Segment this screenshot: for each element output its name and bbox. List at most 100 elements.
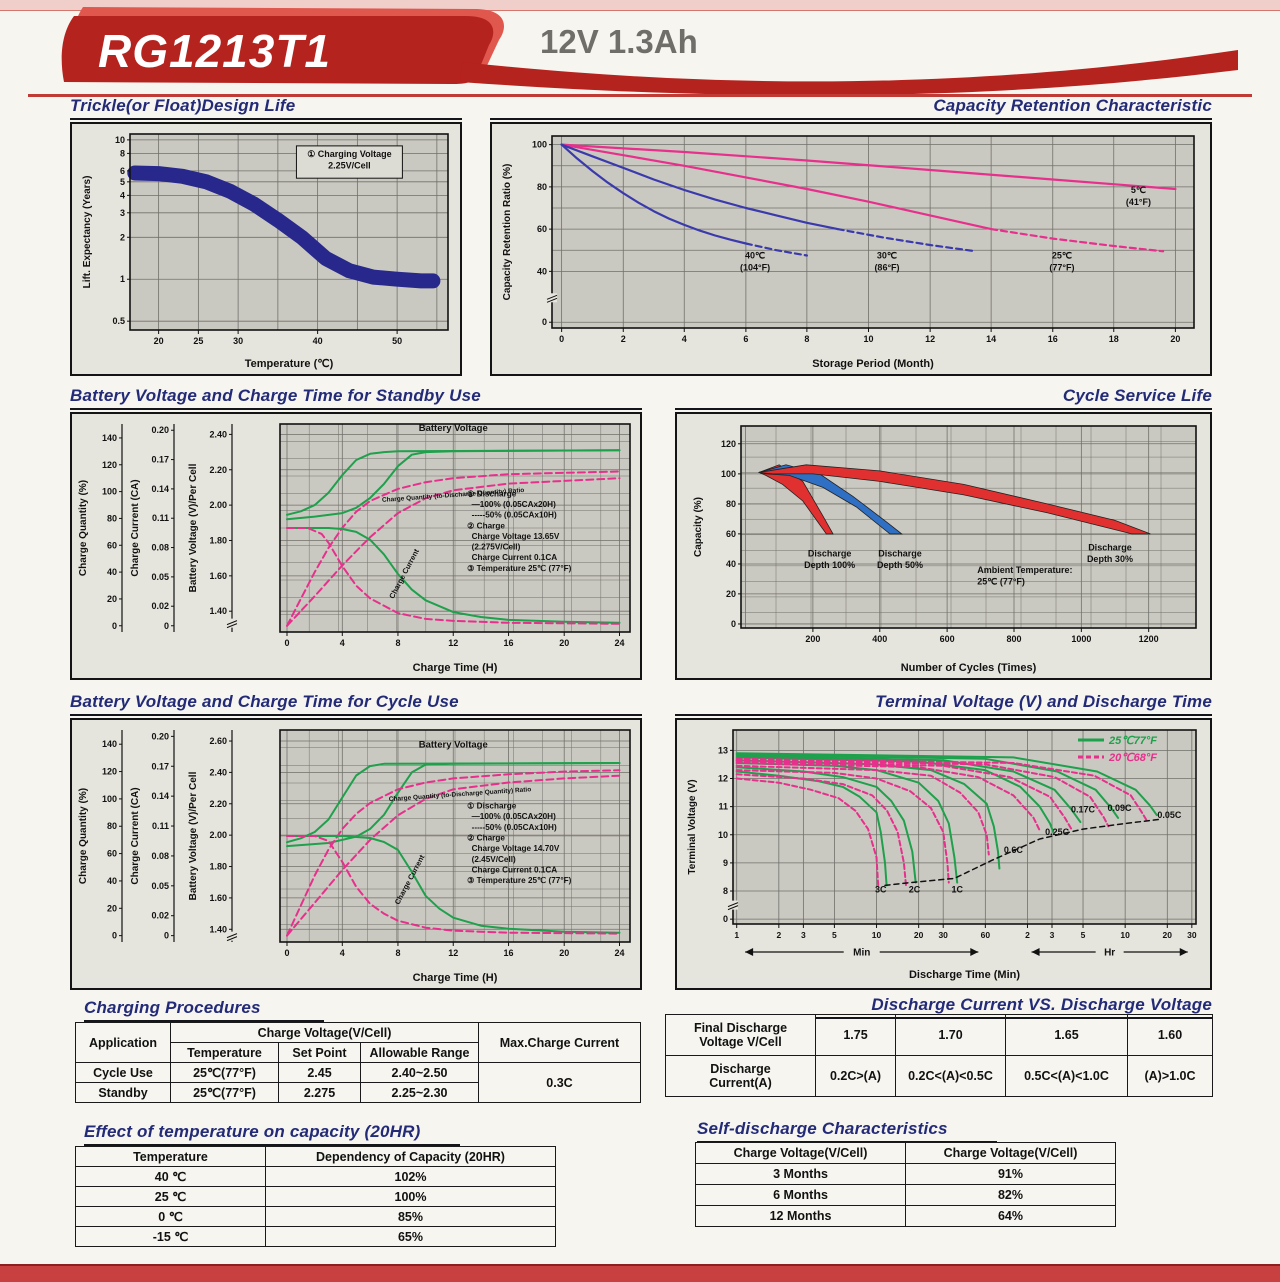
svg-text:1C: 1C [951, 885, 963, 895]
svg-text:0: 0 [112, 931, 117, 941]
rating-title: 12V 1.3Ah [540, 23, 698, 60]
svg-text:3: 3 [1050, 930, 1055, 940]
svg-text:400: 400 [872, 634, 887, 644]
svg-text:Terminal Voltage (V): Terminal Voltage (V) [687, 779, 698, 874]
svg-text:2.60: 2.60 [209, 736, 227, 746]
svg-text:Hr: Hr [1104, 948, 1115, 959]
svg-text:3C: 3C [875, 885, 887, 895]
svg-text:0: 0 [112, 621, 117, 631]
svg-text:1.80: 1.80 [209, 535, 227, 545]
svg-text:40: 40 [313, 336, 323, 346]
svg-text:1200: 1200 [1139, 634, 1159, 644]
temp-capacity-table: Temperature Dependency of Capacity (20HR)… [75, 1146, 556, 1247]
svg-text:80: 80 [726, 499, 736, 509]
svg-text:40: 40 [107, 567, 117, 577]
svg-text:4: 4 [120, 190, 125, 200]
svg-text:20: 20 [154, 336, 164, 346]
svg-text:6: 6 [743, 334, 748, 344]
svg-text:120: 120 [102, 767, 117, 777]
chart-panel-terminal-voltage: 1 2 3 5 10 20 30 60 2 3 5 10 20 30 Discharge Time (Min… [675, 718, 1212, 990]
svg-text:0.02: 0.02 [151, 911, 169, 921]
svg-text:120: 120 [102, 460, 117, 470]
title-trickle: Trickle(or Float)Design Life [70, 96, 462, 120]
svg-text:10: 10 [1120, 930, 1130, 940]
self-discharge-table: Charge Voltage(V/Cell) Charge Voltage(V/C… [695, 1142, 1116, 1227]
svg-text:2: 2 [621, 334, 626, 344]
svg-text:Temperature (℃): Temperature (℃) [245, 358, 334, 370]
svg-text:2: 2 [1025, 930, 1030, 940]
svg-text:3: 3 [801, 930, 806, 940]
title-charging-procedures: Charging Procedures [84, 998, 324, 1022]
svg-text:Battery Voltage (V)/Per Cell: Battery Voltage (V)/Per Cell [188, 463, 199, 592]
svg-text:12: 12 [925, 334, 935, 344]
svg-text:8: 8 [723, 886, 728, 896]
svg-text:12: 12 [718, 774, 728, 784]
svg-text:Lift. Expectancy (Years): Lift. Expectancy (Years) [82, 176, 93, 289]
svg-text:Charge Quantity (%): Charge Quantity (%) [78, 788, 89, 884]
svg-text:0.5: 0.5 [112, 316, 125, 326]
svg-text:20: 20 [559, 638, 569, 648]
svg-text:80: 80 [107, 513, 117, 523]
svg-text:600: 600 [940, 634, 955, 644]
svg-text:100: 100 [532, 140, 547, 150]
svg-text:1: 1 [120, 274, 125, 284]
svg-text:11: 11 [718, 802, 728, 812]
chart-panel-cycle-service-life: 200 400 600 800 1000 1200 Number of Cycles (Ti… [675, 412, 1212, 680]
svg-text:80: 80 [107, 821, 117, 831]
svg-text:0: 0 [731, 619, 736, 629]
svg-text:50: 50 [392, 336, 402, 346]
svg-text:2: 2 [120, 232, 125, 242]
title-standby: Battery Voltage and Charge Time for Stan… [70, 386, 642, 410]
svg-text:24: 24 [614, 638, 624, 648]
svg-text:0: 0 [284, 948, 289, 958]
svg-text:13: 13 [718, 745, 728, 755]
svg-text:Charge Current (CA): Charge Current (CA) [130, 479, 141, 576]
svg-text:4: 4 [682, 334, 687, 344]
svg-text:0.08: 0.08 [151, 851, 169, 861]
charging-procedures-table: Application Charge Voltage(V/Cell) Max.Cha… [75, 1022, 641, 1103]
svg-text:2.20: 2.20 [209, 799, 227, 809]
svg-text:0: 0 [723, 914, 728, 924]
svg-text:12: 12 [448, 948, 458, 958]
svg-text:Min: Min [853, 948, 870, 959]
svg-text:40℃(104°F): 40℃ (104°F) [740, 251, 770, 273]
page-bottom-band [0, 1264, 1280, 1282]
svg-text:0.08: 0.08 [151, 543, 169, 553]
svg-text:14: 14 [986, 334, 996, 344]
svg-text:0: 0 [559, 334, 564, 344]
svg-text:Charge Time (H): Charge Time (H) [413, 972, 498, 984]
svg-text:Number of Cycles (Times): Number of Cycles (Times) [901, 662, 1037, 674]
svg-text:60: 60 [981, 930, 991, 940]
svg-text:100: 100 [102, 487, 117, 497]
svg-text:1.40: 1.40 [209, 924, 227, 934]
svg-text:20: 20 [726, 589, 736, 599]
banner-swoosh [61, 16, 494, 84]
svg-text:9: 9 [723, 858, 728, 868]
svg-text:20: 20 [1163, 930, 1173, 940]
svg-text:30: 30 [233, 336, 243, 346]
svg-text:800: 800 [1006, 634, 1021, 644]
svg-text:0.20: 0.20 [151, 731, 169, 741]
svg-text:80: 80 [537, 182, 547, 192]
svg-text:0: 0 [542, 317, 547, 327]
svg-text:0.05: 0.05 [151, 572, 169, 582]
svg-text:5: 5 [832, 930, 837, 940]
svg-text:140: 140 [102, 433, 117, 443]
svg-text:20: 20 [1170, 334, 1180, 344]
svg-text:1000: 1000 [1071, 634, 1091, 644]
svg-text:20: 20 [914, 930, 924, 940]
svg-text:Battery Voltage (V)/Per Cell: Battery Voltage (V)/Per Cell [188, 771, 199, 900]
svg-text:16: 16 [504, 638, 514, 648]
svg-text:Storage Period (Month): Storage Period (Month) [812, 358, 934, 370]
svg-text:2.00: 2.00 [209, 500, 227, 510]
svg-text:200: 200 [805, 634, 820, 644]
svg-text:0: 0 [284, 638, 289, 648]
page-top-strip [0, 0, 1280, 11]
svg-text:60: 60 [537, 224, 547, 234]
svg-text:0.05: 0.05 [151, 881, 169, 891]
svg-text:25: 25 [193, 336, 203, 346]
svg-text:30: 30 [938, 930, 948, 940]
